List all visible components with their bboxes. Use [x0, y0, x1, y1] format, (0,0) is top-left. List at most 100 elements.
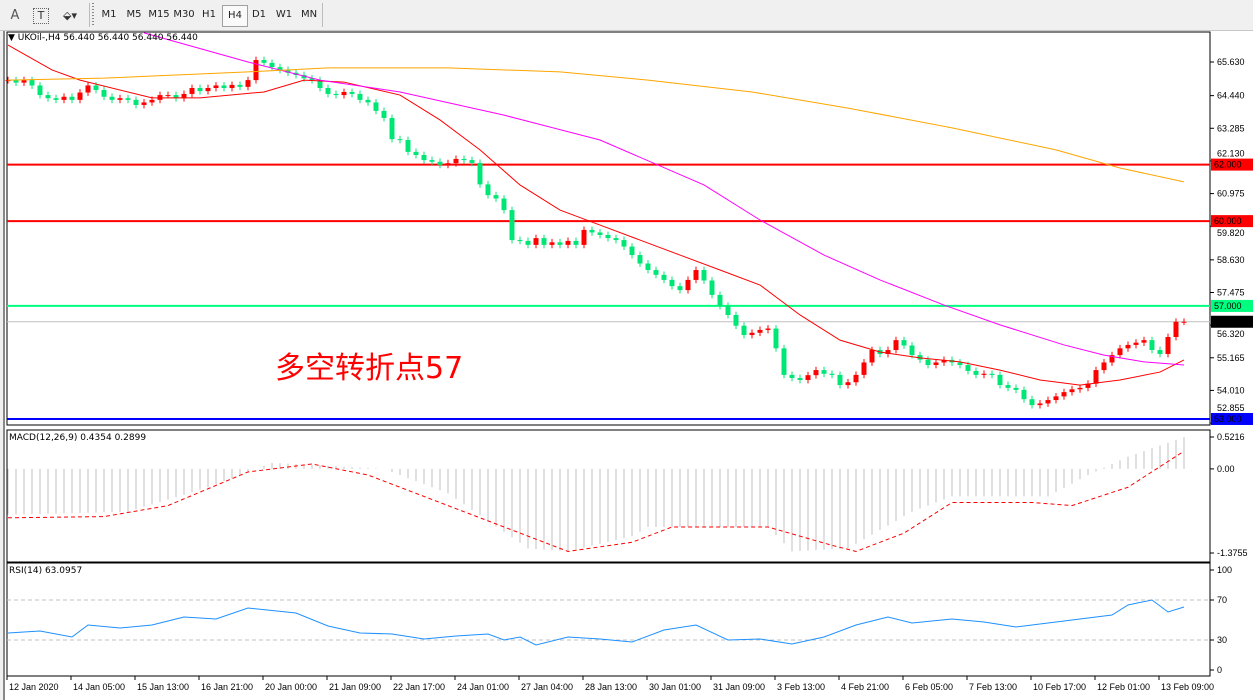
- candle: [1077, 384, 1083, 393]
- candle: [69, 93, 75, 104]
- candle-body: [621, 240, 627, 247]
- candle-body: [589, 229, 595, 233]
- candle: [341, 88, 347, 99]
- shapes-tool-icon[interactable]: ⬙▾: [63, 9, 77, 22]
- chart-window[interactable]: 65.630 64.440 63.285 62.130 60.975 59.820 58.6…: [3, 31, 1253, 700]
- price-tick-label: 60.975: [1217, 189, 1245, 199]
- candle-body: [13, 80, 19, 83]
- candle: [941, 356, 947, 366]
- timeframe-mn[interactable]: MN: [300, 9, 318, 20]
- candle: [629, 243, 635, 259]
- text-tool-icon[interactable]: A: [10, 8, 20, 23]
- candle: [693, 266, 699, 284]
- candle-body: [205, 88, 211, 92]
- candle-body: [237, 84, 243, 87]
- candle-body: [309, 78, 315, 81]
- candle-body: [533, 238, 539, 245]
- candle-body: [253, 60, 259, 81]
- candle: [397, 135, 403, 144]
- candle-body: [1085, 383, 1091, 388]
- text-label-tool-icon[interactable]: T: [33, 8, 49, 24]
- candle: [29, 76, 35, 89]
- candle-body: [605, 234, 611, 239]
- candle: [1013, 384, 1019, 394]
- candle-body: [1037, 403, 1043, 406]
- candle: [661, 271, 667, 284]
- candle: [1085, 380, 1091, 392]
- candle: [1157, 346, 1163, 358]
- candle: [477, 159, 483, 188]
- symbol-ohlc: UKOil-,H4 56.440 56.440 56.440 56.440: [17, 33, 198, 43]
- rsi-tick-label: 0: [1217, 665, 1222, 675]
- candle-body: [181, 93, 187, 99]
- candle-body: [869, 350, 875, 363]
- candle: [13, 76, 19, 87]
- candle: [1093, 366, 1099, 388]
- timeframe-m30[interactable]: M30: [173, 9, 195, 20]
- timeframe-h4[interactable]: H4: [222, 5, 248, 27]
- candle: [37, 82, 43, 99]
- candle: [485, 180, 491, 199]
- moving-average-line: [7, 44, 1185, 386]
- candle-body: [917, 355, 923, 360]
- level-tag-text: 53.000: [1214, 414, 1242, 424]
- candle: [461, 155, 467, 164]
- candle: [565, 237, 571, 249]
- candle: [245, 76, 251, 91]
- level-tag-56.440: [1211, 315, 1253, 328]
- candle: [413, 148, 419, 159]
- candle: [973, 367, 979, 379]
- level-tag-text: 60.000: [1214, 216, 1242, 226]
- candle-body: [501, 198, 507, 211]
- candle-body: [653, 270, 659, 275]
- candle-body: [317, 80, 323, 89]
- time-tick-label: 3 Feb 13:00: [777, 682, 825, 692]
- timeframe-d1[interactable]: D1: [251, 9, 267, 20]
- candle: [229, 81, 235, 92]
- time-tick-label: 10 Feb 17:00: [1033, 682, 1086, 692]
- level-tag-57.000: [1211, 299, 1253, 312]
- candle: [893, 336, 899, 354]
- candle-body: [997, 374, 1003, 386]
- candle: [221, 82, 227, 92]
- candle: [109, 93, 115, 104]
- candle-body: [677, 286, 683, 291]
- time-tick-label: 13 Feb 09:00: [1161, 682, 1214, 692]
- candle-body: [461, 158, 467, 161]
- candle-body: [389, 117, 395, 140]
- timeframe-m1[interactable]: M1: [101, 9, 117, 20]
- candle-body: [29, 80, 35, 86]
- rsi-tick-label: 100: [1217, 565, 1232, 575]
- candle: [1109, 351, 1115, 366]
- timeframe-m15[interactable]: M15: [148, 9, 170, 20]
- timeframe-m5[interactable]: M5: [126, 9, 142, 20]
- candle-body: [1149, 340, 1155, 351]
- candle: [901, 336, 907, 349]
- candle-body: [453, 158, 459, 164]
- candle: [837, 371, 843, 389]
- candle-body: [1045, 400, 1051, 404]
- rsi-tick-label: 30: [1217, 635, 1227, 645]
- candle-body: [1093, 370, 1099, 384]
- timeframe-w1[interactable]: W1: [275, 9, 293, 20]
- candle-body: [597, 232, 603, 235]
- candle-body: [973, 370, 979, 375]
- time-tick-label: 22 Jan 17:00: [393, 682, 445, 692]
- price-tick-label: 56.320: [1217, 329, 1245, 339]
- annotation-text[interactable]: 多空转折点57: [275, 351, 464, 386]
- candle-body: [757, 329, 763, 333]
- collapse-triangle-icon[interactable]: ▼: [8, 33, 15, 43]
- timeframe-h1[interactable]: H1: [202, 9, 216, 20]
- candle: [205, 84, 211, 95]
- candle-body: [709, 280, 715, 295]
- time-tick-label: 21 Jan 09:00: [329, 682, 381, 692]
- level-tag-text: 62.000: [1214, 160, 1242, 170]
- candle: [277, 63, 283, 74]
- time-tick-label: 24 Jan 01:00: [457, 682, 509, 692]
- chart-canvas[interactable]: 65.630 64.440 63.285 62.130 60.975 59.820 58.6…: [5, 31, 1253, 700]
- candle-body: [1005, 385, 1011, 388]
- toolbar-grip[interactable]: [92, 3, 94, 27]
- candle-body: [261, 60, 267, 63]
- time-tick-label: 16 Jan 21:00: [201, 682, 253, 692]
- candle: [757, 326, 763, 337]
